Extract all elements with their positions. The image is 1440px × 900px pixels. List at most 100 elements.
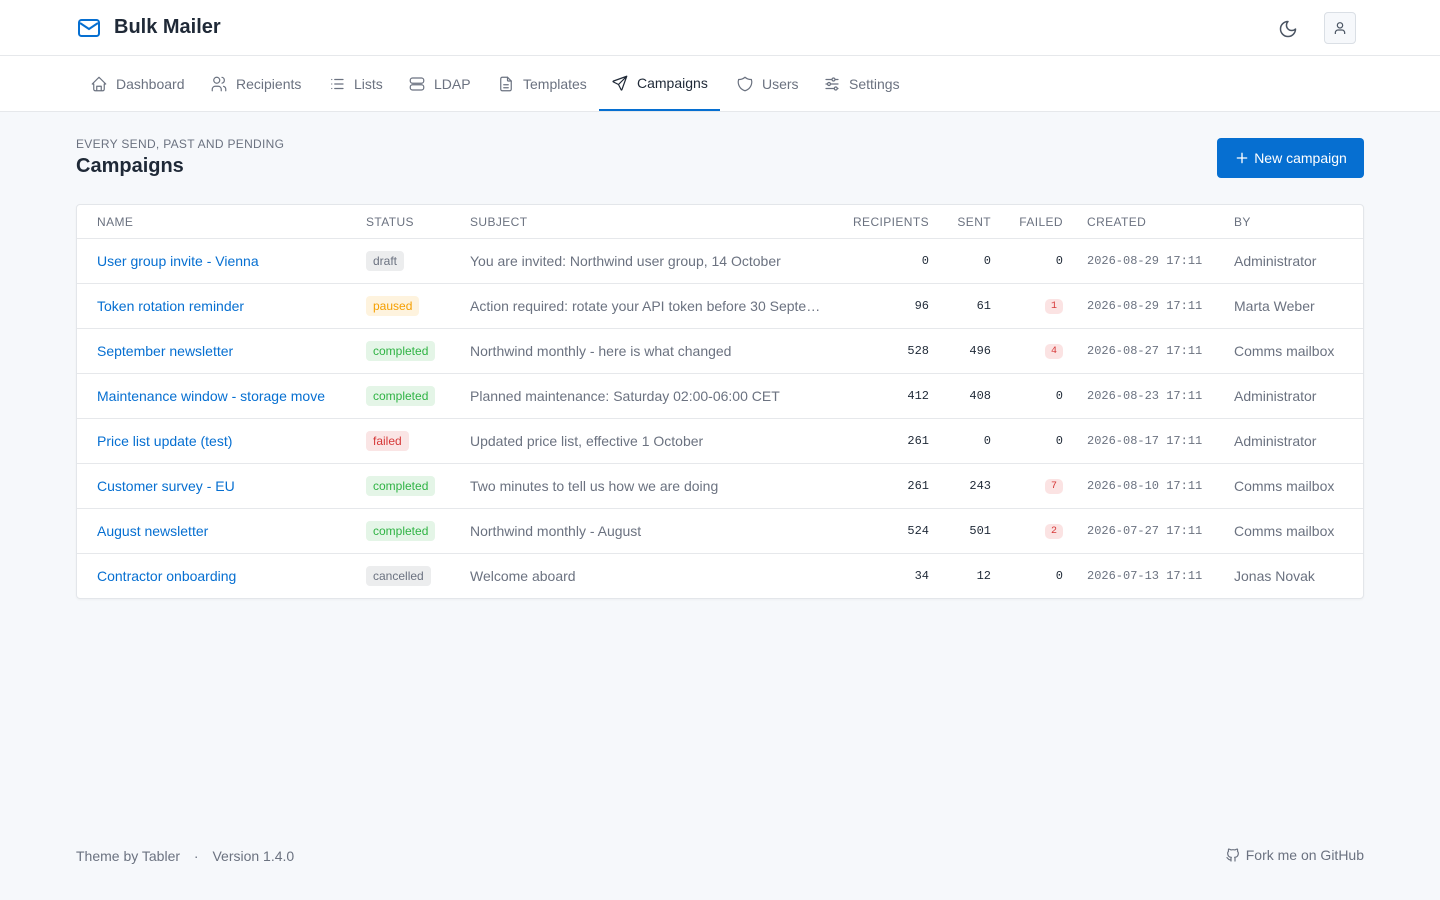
brand[interactable]: Bulk Mailer bbox=[114, 16, 221, 38]
nav-item[interactable]: LDAP bbox=[396, 56, 483, 111]
created-by: Comms mailbox bbox=[1234, 523, 1335, 539]
nav-item[interactable]: Campaigns bbox=[599, 56, 720, 111]
github-label: Fork me on GitHub bbox=[1245, 847, 1364, 863]
button-label: New campaign bbox=[1254, 150, 1347, 166]
failed: 0 bbox=[1055, 569, 1063, 583]
recipients: 96 bbox=[914, 299, 929, 313]
nav-label: Lists bbox=[354, 75, 383, 92]
created: 2026-08-29 17:11 bbox=[1087, 254, 1203, 268]
failed: 0 bbox=[1055, 389, 1063, 403]
subject: Planned maintenance: Saturday 02:00-06:0… bbox=[470, 388, 780, 404]
column-header: SENT bbox=[957, 214, 991, 229]
page-pretitle: EVERY SEND, PAST AND PENDING bbox=[76, 137, 285, 151]
created: 2026-08-23 17:11 bbox=[1087, 389, 1203, 403]
plus-icon bbox=[1236, 152, 1248, 164]
created-by: Comms mailbox bbox=[1234, 343, 1335, 359]
nav-item[interactable]: Users bbox=[724, 56, 811, 111]
created-by: Comms mailbox bbox=[1234, 478, 1335, 494]
campaign-name[interactable]: User group invite - Vienna bbox=[97, 253, 259, 269]
subject: Action required: rotate your API token b… bbox=[470, 298, 821, 314]
sent: 408 bbox=[969, 389, 991, 403]
column-header: FAILED bbox=[1019, 214, 1063, 229]
table-row: Customer survey - EU completed Two minutes… bbox=[77, 463, 1363, 508]
table-row: Contractor onboarding cancelled Welcome ab… bbox=[77, 553, 1363, 598]
created: 2026-08-29 17:11 bbox=[1087, 299, 1203, 313]
status-cell: cancelled bbox=[366, 554, 431, 598]
theme-credit[interactable]: Theme by Tabler bbox=[76, 848, 181, 864]
failed-badge: 1 bbox=[1044, 298, 1063, 314]
subject: Northwind monthly - here is what changed bbox=[470, 343, 732, 359]
github-icon bbox=[1226, 848, 1239, 862]
column-header: SUBJECT bbox=[470, 214, 528, 229]
created-by: Administrator bbox=[1234, 433, 1317, 449]
subject: Northwind monthly - August bbox=[470, 523, 642, 539]
sent: 0 bbox=[983, 434, 991, 448]
created: 2026-08-17 17:11 bbox=[1087, 434, 1203, 448]
subject: You are invited: Northwind user group, 1… bbox=[470, 253, 781, 269]
footer-left: Theme by Tabler · Version 1.4.0 bbox=[76, 848, 294, 864]
column-header: STATUS bbox=[366, 214, 414, 229]
separator: · bbox=[193, 848, 199, 864]
nav-item[interactable]: Templates bbox=[485, 56, 599, 111]
created: 2026-08-10 17:11 bbox=[1087, 479, 1203, 493]
sent: 243 bbox=[969, 479, 991, 493]
column-header: NAME bbox=[97, 214, 134, 229]
recipients: 261 bbox=[907, 479, 929, 493]
failed-badge: 2 bbox=[1044, 523, 1063, 539]
subject: Welcome aboard bbox=[470, 568, 576, 584]
user-menu[interactable] bbox=[1324, 12, 1356, 44]
status-badge: failed bbox=[366, 431, 409, 451]
subject: Two minutes to tell us how we are doing bbox=[470, 478, 719, 494]
campaign-name[interactable]: Customer survey - EU bbox=[97, 478, 235, 494]
nav-label: Dashboard bbox=[116, 75, 185, 92]
failed: 0 bbox=[1055, 254, 1063, 268]
created: 2026-08-27 17:11 bbox=[1087, 344, 1203, 358]
table-row: User group invite - Vienna draft You are i… bbox=[77, 238, 1363, 283]
version: Version 1.4.0 bbox=[212, 848, 295, 864]
nav-bar: Dashboard Recipients Lists LDAP Template… bbox=[0, 56, 1440, 112]
table-row: Token rotation reminder paused Action requ… bbox=[77, 283, 1363, 328]
github-link[interactable]: Fork me on GitHub bbox=[1225, 847, 1364, 863]
nav-label: LDAP bbox=[434, 75, 471, 92]
nav-item[interactable]: Settings bbox=[811, 56, 912, 111]
status-badge: paused bbox=[366, 296, 420, 316]
recipients: 261 bbox=[907, 434, 929, 448]
campaign-name[interactable]: Price list update (test) bbox=[97, 433, 233, 449]
status-cell: paused bbox=[366, 284, 420, 328]
table-row: Maintenance window - storage move complet… bbox=[77, 373, 1363, 418]
failed-cell: 4 bbox=[1044, 329, 1063, 373]
campaign-name[interactable]: Token rotation reminder bbox=[97, 298, 245, 314]
status-cell: completed bbox=[366, 329, 436, 373]
user-icon bbox=[1334, 22, 1346, 34]
nav-item[interactable]: Lists bbox=[316, 56, 395, 111]
nav-item[interactable]: Recipients bbox=[198, 56, 313, 111]
campaigns-table: NAME STATUS SUBJECT RECIPIENTS SENT FAILED CRE… bbox=[76, 204, 1364, 599]
new-campaign-button[interactable]: New campaign bbox=[1217, 138, 1364, 178]
column-header: CREATED bbox=[1087, 214, 1147, 229]
table-row: September newsletter completed Northwind m… bbox=[77, 328, 1363, 373]
table-row: Price list update (test) failed Updated pr… bbox=[77, 418, 1363, 463]
failed-cell: 7 bbox=[1044, 464, 1063, 508]
recipients: 0 bbox=[921, 254, 929, 268]
campaign-name[interactable]: Contractor onboarding bbox=[97, 568, 237, 584]
status-badge: draft bbox=[366, 251, 405, 271]
table-row: August newsletter completed Northwind mont… bbox=[77, 508, 1363, 553]
page-title: Campaigns bbox=[76, 155, 184, 177]
campaign-name[interactable]: September newsletter bbox=[97, 343, 234, 359]
sent: 501 bbox=[969, 524, 991, 538]
theme-toggle[interactable] bbox=[1278, 19, 1298, 39]
nav-label: Templates bbox=[523, 75, 587, 92]
campaign-name[interactable]: Maintenance window - storage move bbox=[97, 388, 326, 404]
failed-badge: 7 bbox=[1044, 478, 1063, 494]
nav-item[interactable]: Dashboard bbox=[78, 56, 197, 111]
status-cell: draft bbox=[366, 239, 405, 283]
top-bar: Bulk Mailer bbox=[0, 0, 1440, 56]
failed: 0 bbox=[1055, 434, 1063, 448]
status-badge: completed bbox=[366, 386, 436, 406]
recipients: 34 bbox=[914, 569, 929, 583]
campaign-name[interactable]: August newsletter bbox=[97, 523, 209, 539]
sent: 61 bbox=[976, 299, 991, 313]
subject: Updated price list, effective 1 October bbox=[470, 433, 704, 449]
nav-label: Campaigns bbox=[637, 74, 708, 91]
